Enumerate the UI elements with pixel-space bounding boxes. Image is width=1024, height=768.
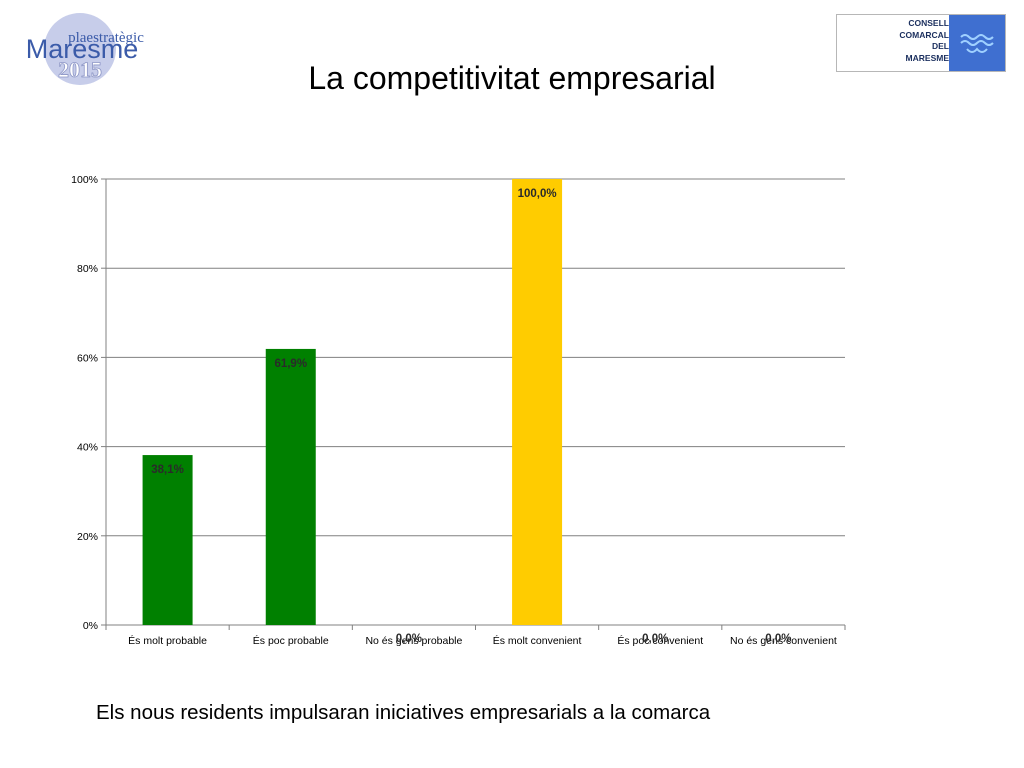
data-label: 61,9%	[274, 358, 307, 370]
logo-top-text: plaestratègic	[68, 30, 144, 46]
council-emblem	[949, 15, 1005, 71]
council-line: COMARCAL	[899, 29, 949, 40]
data-label: 38,1%	[151, 464, 184, 476]
y-tick-label: 0%	[83, 620, 98, 632]
slide-title: La competitivitat empresarial	[308, 60, 716, 96]
category-label: És molt convenient	[493, 634, 582, 647]
council-name: CONSELL COMARCAL DEL MARESME	[837, 18, 949, 64]
y-tick-label: 20%	[77, 531, 98, 543]
axes	[101, 178, 846, 630]
data-label: 0,0%	[396, 633, 422, 645]
bars	[142, 179, 563, 625]
gridlines	[106, 178, 845, 537]
data-labels: 38,1% 61,9% 0,0% 100,0% 0,0% 0,0%	[151, 188, 791, 645]
category-label: És poc convenient	[617, 634, 703, 647]
category-label: No és gens convenient	[730, 635, 837, 647]
consell-comarcal-logo: CONSELL COMARCAL DEL MARESME	[836, 14, 1006, 72]
y-tick-label: 100%	[71, 174, 98, 186]
category-label: És molt probable	[128, 634, 207, 647]
council-line: MARESME	[905, 52, 949, 63]
category-labels: És molt probable És poc probable No és gen…	[128, 634, 837, 647]
bar	[512, 179, 563, 625]
data-label: 100,0%	[518, 188, 557, 200]
bar	[142, 455, 193, 625]
y-tick-labels: 0% 20% 40% 60% 80% 100%	[71, 174, 98, 632]
logo-main-text: Maresme	[26, 34, 139, 64]
slide-caption: Els nous residents impulsaran iniciative…	[96, 701, 711, 724]
bar	[265, 348, 316, 625]
council-line: CONSELL	[908, 18, 949, 28]
wave-emblem-icon	[960, 34, 994, 53]
plaestrategic-maresme-logo: plaestratègic Maresme 2015	[26, 13, 144, 85]
logo-year-text: 2015	[58, 57, 102, 82]
category-label: No és gens probable	[365, 635, 462, 647]
y-tick-label: 80%	[77, 263, 98, 275]
y-tick-label: 60%	[77, 352, 98, 364]
data-label: 0,0%	[765, 633, 791, 645]
council-line: DEL	[932, 41, 949, 51]
logo-circle	[44, 13, 116, 85]
data-label: 0,0%	[642, 633, 668, 645]
y-tick-label: 40%	[77, 442, 98, 454]
category-label: És poc probable	[253, 634, 329, 647]
